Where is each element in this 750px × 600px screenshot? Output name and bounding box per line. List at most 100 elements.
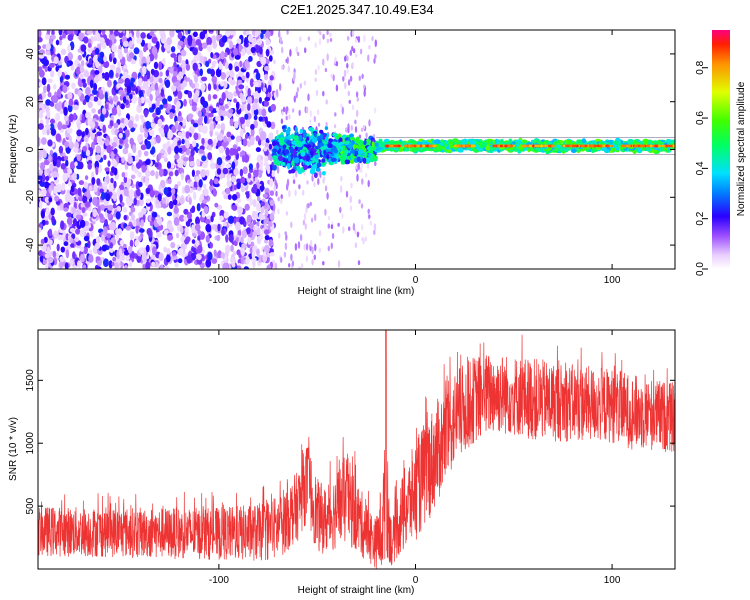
heatmap-cell	[320, 133, 324, 140]
heatmap-cell	[72, 112, 77, 121]
heatmap-cell	[116, 232, 120, 242]
heatmap-cell	[241, 155, 246, 163]
heatmap-cell	[314, 172, 318, 179]
heatmap-cell	[349, 205, 353, 211]
heatmap-cell	[303, 212, 307, 221]
heatmap-cell	[268, 221, 273, 228]
heatmap-cell	[590, 148, 595, 153]
heatmap-cell	[314, 243, 317, 252]
heatmap-cell	[167, 234, 174, 241]
heatmap-cell	[74, 161, 78, 167]
heatmap-cell	[334, 112, 337, 117]
heatmap-cell	[106, 233, 112, 239]
heatmap-cell	[135, 224, 139, 234]
heatmap-cell	[280, 257, 283, 263]
heatmap-cell	[225, 147, 230, 156]
heatmap-cell	[42, 150, 47, 159]
heatmap-cell	[191, 239, 196, 244]
heatmap-cell	[247, 103, 251, 111]
heatmap-cell	[248, 163, 253, 171]
heatmap-cell	[112, 141, 117, 148]
heatmap-cell	[184, 184, 190, 194]
heatmap-cell	[363, 84, 366, 89]
heatmap-cell	[303, 131, 307, 139]
heatmap-cell	[240, 255, 245, 265]
heatmap-cell	[92, 89, 98, 95]
heatmap-cell	[177, 258, 183, 264]
heatmap-cell	[77, 187, 82, 196]
heatmap-cell	[179, 197, 185, 205]
heatmap-cell	[162, 57, 166, 65]
heatmap-cell	[169, 112, 174, 120]
heatmap-cell	[294, 126, 298, 134]
heatmap-cell	[72, 104, 79, 111]
heatmap-cell	[163, 246, 167, 253]
heatmap-cell	[213, 138, 217, 148]
heatmap-cell	[196, 203, 201, 212]
heatmap-cell	[180, 243, 185, 249]
heatmap-cell	[233, 98, 238, 103]
heatmap-cell	[123, 188, 129, 197]
heatmap-cell	[178, 147, 183, 153]
heatmap-cell	[176, 195, 181, 200]
heatmap-cell	[50, 207, 55, 216]
heatmap-cell	[216, 234, 221, 242]
heatmap-cell	[50, 128, 57, 136]
heatmap-cell	[243, 266, 249, 269]
heatmap-cell	[210, 162, 216, 170]
heatmap-cell	[135, 188, 141, 197]
heatmap-cell	[173, 55, 177, 63]
heatmap-cell	[231, 161, 236, 171]
heatmap-cell	[350, 182, 353, 189]
heatmap-cell	[206, 36, 213, 46]
heatmap-cell	[129, 239, 134, 248]
heatmap-cell	[333, 148, 338, 154]
heatmap-cell	[101, 30, 106, 36]
heatmap-cell	[249, 198, 254, 206]
heatmap-cell	[96, 43, 102, 48]
heatmap-cell	[213, 249, 217, 257]
heatmap-cell	[327, 245, 330, 252]
heatmap-cell	[177, 90, 183, 100]
heatmap-cell	[97, 99, 102, 107]
heatmap-cell	[208, 105, 214, 112]
heatmap-cell	[169, 67, 174, 74]
heatmap-cell	[75, 228, 81, 235]
heatmap-cell	[71, 207, 77, 214]
heatmap-cell	[330, 224, 334, 230]
heatmap-cell	[48, 154, 52, 163]
heatmap-cell	[115, 211, 121, 220]
heatmap-cells	[38, 30, 675, 269]
heatmap-cell	[53, 185, 58, 195]
heatmap-cell	[360, 203, 364, 209]
heatmap-cell	[68, 135, 73, 144]
heatmap-cell	[309, 239, 313, 247]
heatmap-cell	[128, 40, 133, 48]
heatmap-cell	[262, 193, 268, 198]
heatmap-cell	[210, 68, 215, 77]
heatmap-cell	[61, 182, 66, 191]
heatmap-cell	[347, 90, 350, 97]
heatmap-cell	[192, 47, 198, 56]
heatmap-cell	[236, 178, 242, 184]
heatmap-cell	[55, 252, 60, 260]
heatmap-cell	[135, 87, 139, 95]
heatmap-cell	[299, 82, 302, 89]
heatmap-cell	[199, 55, 205, 63]
heatmap-cell	[82, 212, 88, 217]
heatmap-cell	[260, 56, 267, 66]
heatmap-cell	[318, 247, 321, 253]
heatmap-cell	[125, 255, 131, 262]
heatmap-cell	[138, 77, 143, 86]
heatmap-cell	[306, 180, 309, 185]
heatmap-cell	[200, 169, 207, 178]
heatmap-cell	[101, 192, 105, 200]
heatmap-cell	[356, 109, 359, 118]
heatmap-cell	[270, 103, 277, 112]
heatmap-cell	[160, 149, 165, 154]
heatmap-cell	[299, 128, 303, 134]
heatmap-cell	[82, 264, 87, 269]
heatmap-cell	[120, 123, 125, 129]
heatmap-cell	[116, 205, 122, 213]
heatmap-cell	[39, 181, 46, 187]
